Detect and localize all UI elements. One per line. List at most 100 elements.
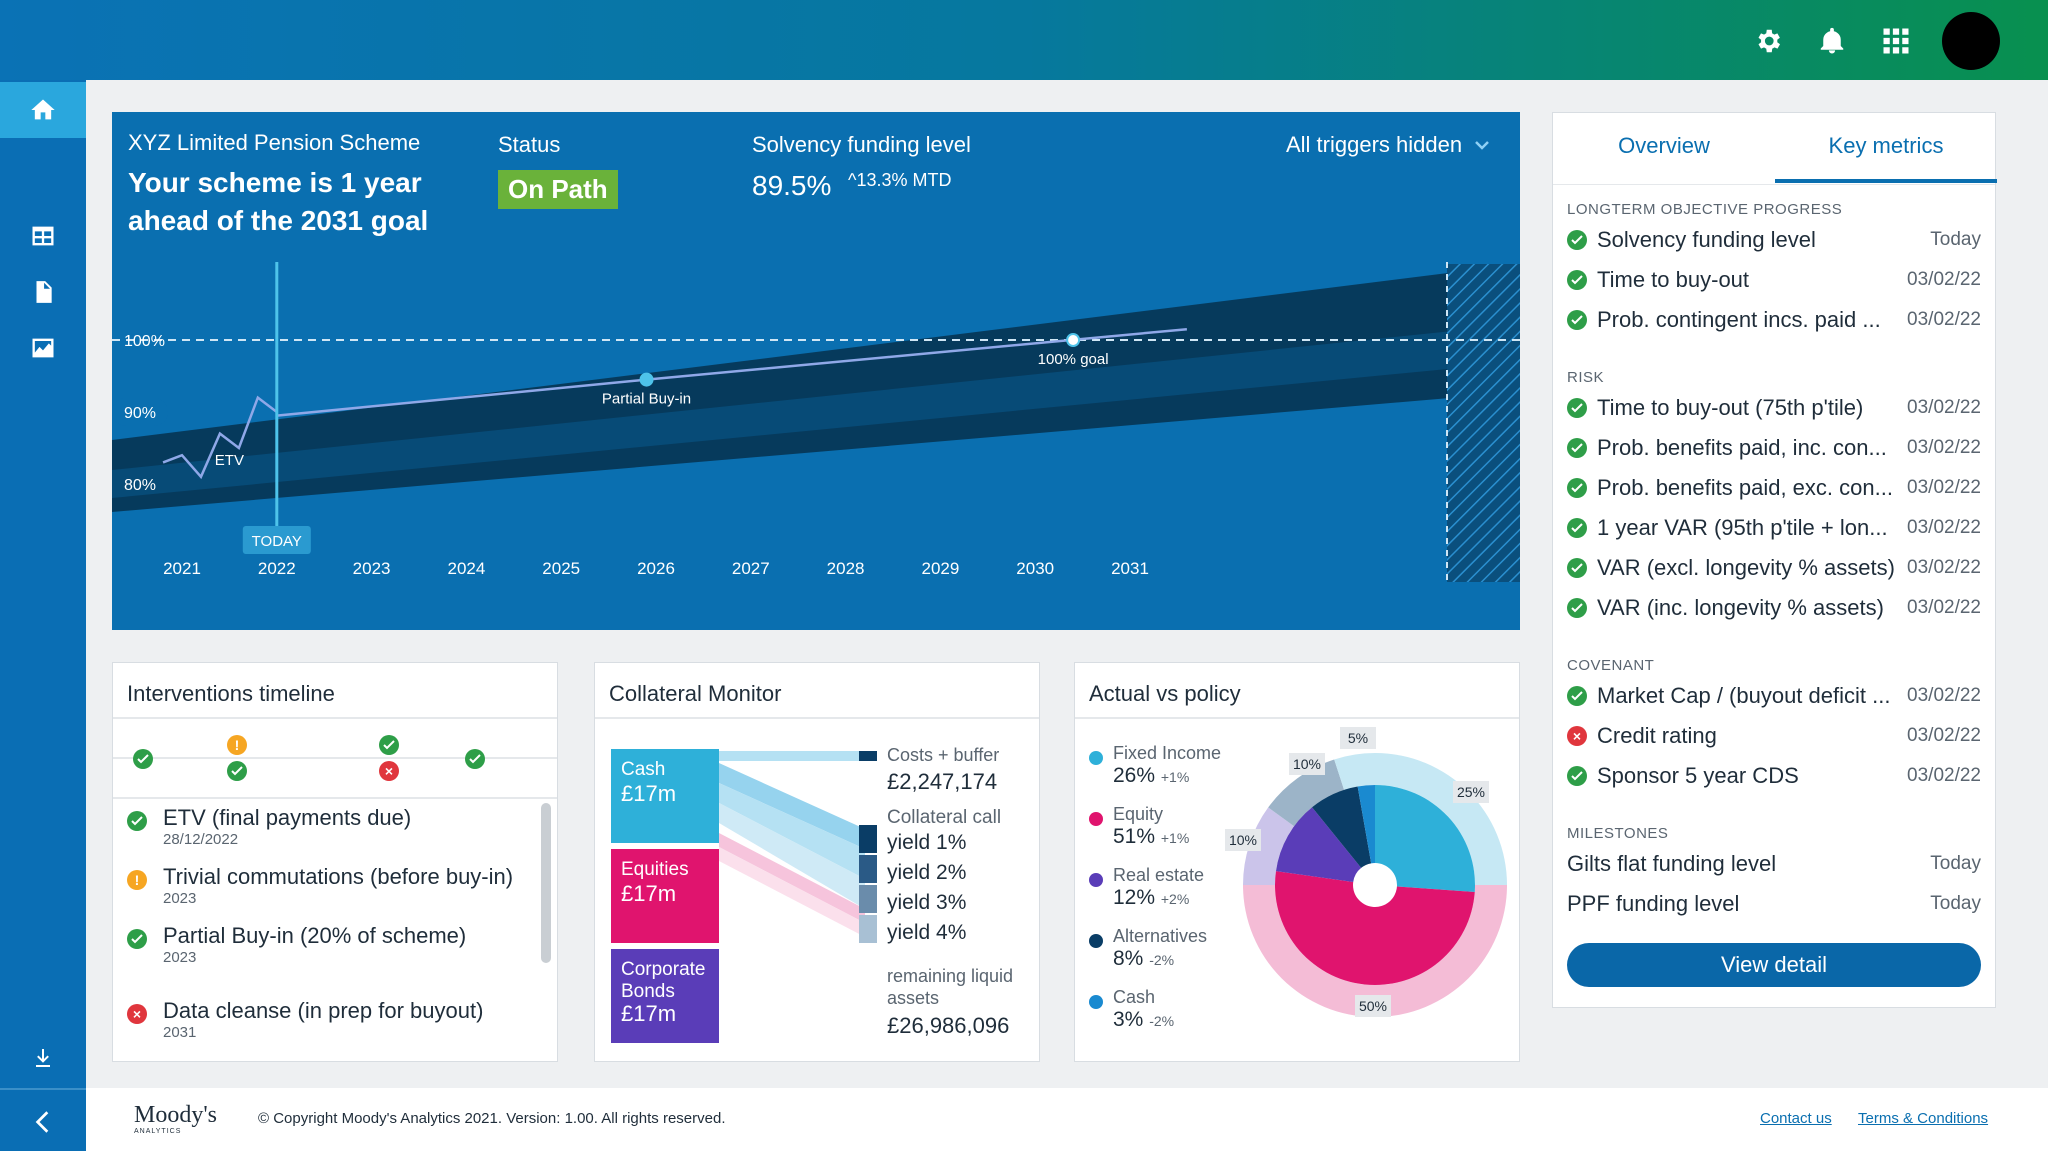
intervention-item[interactable]: ! Trivial commutations (before buy-in) 202… [127,864,547,907]
metric-row[interactable]: Gilts flat funding level Today [1567,847,1981,881]
legend-value: 51% +1% [1113,825,1190,848]
metric-row[interactable]: Time to buy-out 03/02/22 [1567,263,1981,297]
policy-segment[interactable] [1268,759,1345,827]
timeline-axis [113,757,557,759]
collateral-bonds-block[interactable]: Corporate Bonds £17m [611,949,719,1043]
today-badge [242,526,311,554]
metric-row[interactable]: Prob. benefits paid, inc. con... 03/02/22 [1567,431,1981,465]
collateral-flow-chart [719,751,877,943]
collapse-arrow-icon[interactable] [0,1094,86,1150]
policy-segment[interactable] [1243,807,1295,885]
scheme-headline: Your scheme is 1 year ahead of the 2031 … [128,167,429,236]
annotation-label: 100% goal [1038,351,1109,368]
apps-grid-icon[interactable] [1878,23,1914,59]
active-tab-indicator [1775,179,1997,183]
donut-label: 10% [1293,756,1321,772]
view-detail-button[interactable]: View detail [1567,943,1981,987]
legend-swatch [1089,995,1103,1009]
metric-date: 03/02/22 [1907,269,1981,290]
terms-link[interactable]: Terms & Conditions [1858,1110,1989,1127]
scrollbar[interactable] [541,803,551,963]
metric-row[interactable]: Prob. contingent incs. paid ... 03/02/22 [1567,303,1981,337]
intervention-item[interactable]: × Data cleanse (in prep for buyout) 2031 [127,998,547,1041]
metric-label: Market Cap / (buyout deficit ... [1597,683,1891,708]
metric-row[interactable]: Time to buy-out (75th p'tile) 03/02/22 [1567,391,1981,425]
metric-row[interactable]: VAR (excl. longevity % assets) 03/02/22 [1567,551,1981,585]
timeline-marker-bad[interactable]: × [379,761,399,781]
milestone-point[interactable] [1066,333,1081,347]
contact-link[interactable]: Contact us [1760,1110,1832,1127]
copyright-text: © Copyright Moody's Analytics 2021. Vers… [258,1110,726,1127]
donut-label: 10% [1229,832,1257,848]
yield-2: yield 2% [887,861,967,884]
timeline-marker-ok[interactable] [133,749,153,769]
legend-item[interactable]: Equity 51% +1% [1089,804,1249,849]
legend-item[interactable]: Alternatives 8% -2% [1089,926,1249,971]
metric-row[interactable]: 1 year VAR (95th p'tile + lon... 03/02/22 [1567,511,1981,545]
triggers-dropdown[interactable]: All triggers hidden [1286,132,1490,158]
scheme-hero-panel: 2021 2022 2023 2024 2025 2026 2027 2028 2029 2030… [112,112,1520,630]
policy-segment[interactable] [1334,753,1375,790]
tab-overview[interactable]: Overview [1618,133,1710,158]
home-icon[interactable] [0,82,86,138]
check-icon [127,811,147,831]
policy-segment[interactable] [1243,885,1507,1017]
timeline-marker-ok[interactable] [227,761,247,781]
metric-row[interactable]: PPF funding level Today [1567,887,1981,921]
document-icon[interactable] [0,264,86,320]
collateral-equities-block[interactable]: Equities £17m [611,849,719,943]
metric-row[interactable]: Solvency funding level Today [1567,223,1981,257]
actual-segment[interactable] [1375,785,1475,892]
error-icon: × [127,1004,147,1024]
annotation-label: ETV [215,452,244,469]
metric-row[interactable]: VAR (inc. longevity % assets) 03/02/22 [1567,591,1981,625]
policy-segment[interactable] [1375,753,1507,885]
actual-segment[interactable] [1275,871,1475,985]
metric-date: 03/02/22 [1907,557,1981,578]
metric-row[interactable]: Prob. benefits paid, exc. con... 03/02/22 [1567,471,1981,505]
donut-label: 50% [1359,998,1387,1014]
check-icon [1567,686,1587,706]
intervention-item[interactable]: Partial Buy-in (20% of scheme) 2023 [127,923,547,966]
hatched-goal-zone [1447,264,1520,582]
status-label: Status [498,132,561,157]
check-icon [1567,598,1587,618]
download-icon[interactable] [0,1030,86,1086]
legend-item[interactable]: Cash 3% -2% [1089,987,1249,1032]
collateral-cash-block[interactable]: Cash £17m [611,749,719,843]
donut-label-bg [1340,727,1376,749]
costs-value: £2,247,174 [887,769,998,794]
donut-label-bg [1225,829,1261,851]
donut-label: 5% [1348,730,1368,746]
timeline-marker-ok[interactable] [379,735,399,755]
milestone-point[interactable] [639,372,654,387]
timeline-marker-warn[interactable]: ! [227,735,247,755]
legend-item[interactable]: Fixed Income 26% +1% [1089,743,1249,788]
x-tick-label: 2029 [921,559,959,578]
actual-segment[interactable] [1357,785,1375,864]
warning-icon: ! [127,870,147,890]
gear-icon[interactable] [1750,23,1786,59]
chart-icon[interactable] [0,320,86,376]
allocation-donut-chart: 5% 25% 10% 10% 50% [1225,727,1507,1017]
legend-item[interactable]: Real estate 12% +2% [1089,865,1249,910]
tab-key-metrics[interactable]: Key metrics [1828,133,1944,158]
bell-icon[interactable] [1814,23,1850,59]
moodys-logo-sub: ANALYTICS [134,1128,182,1135]
intervention-item[interactable]: ETV (final payments due) 28/12/2022 [127,805,547,848]
intervention-title: Partial Buy-in (20% of scheme) [163,923,467,948]
actual-segment[interactable] [1275,807,1362,882]
metric-row[interactable]: × Credit rating 03/02/22 [1567,719,1981,753]
x-tick-label: 2021 [163,559,201,578]
timeline-marker-ok[interactable] [465,749,485,769]
table-icon[interactable] [0,208,86,264]
actual-segment[interactable] [1312,786,1372,868]
metric-row[interactable]: Market Cap / (buyout deficit ... 03/02/22 [1567,679,1981,713]
donut-label-bg [1355,995,1391,1017]
triggers-label: All triggers hidden [1286,132,1463,157]
yield-1: yield 1% [887,831,967,854]
avatar[interactable] [1942,12,2000,70]
legend-value: 3% -2% [1113,1008,1175,1031]
metric-row[interactable]: Sponsor 5 year CDS 03/02/22 [1567,759,1981,793]
metric-label: Time to buy-out [1597,267,1750,292]
